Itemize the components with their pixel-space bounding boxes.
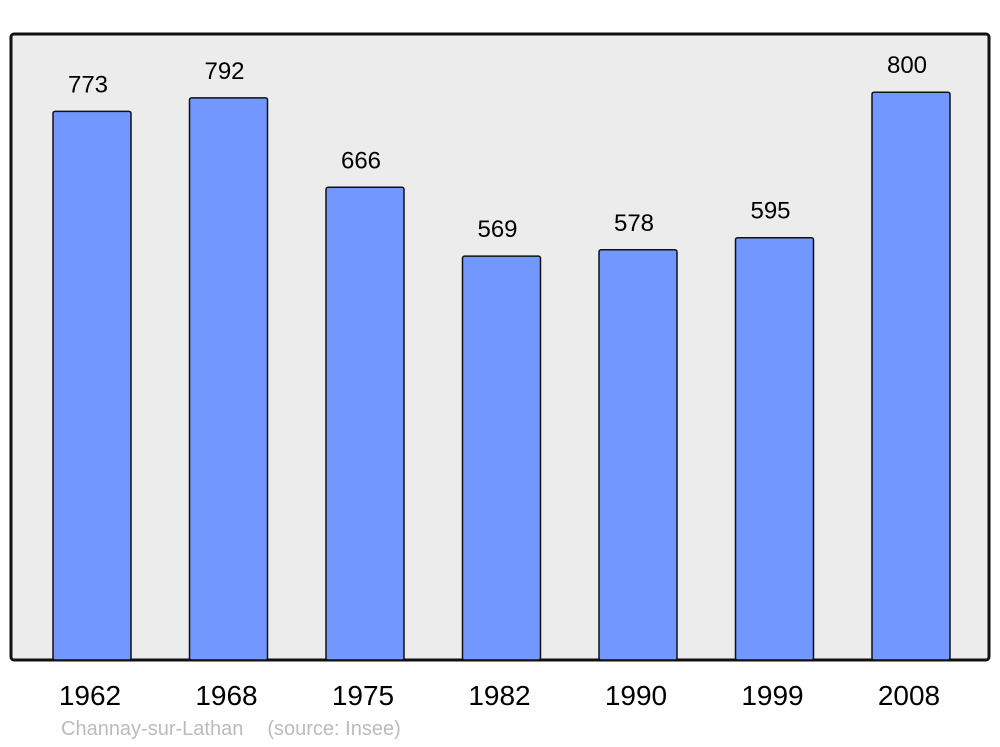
x-tick-label-1962: 1962 (59, 680, 121, 711)
data-label-1962: 773 (68, 71, 108, 98)
caption-place: Channay-sur-Lathan (61, 718, 244, 740)
caption-source: (source: Insee) (267, 718, 401, 740)
bar-2008 (871, 91, 951, 661)
x-tick-label-2008: 2008 (878, 680, 940, 711)
x-tick-label-1968: 1968 (195, 680, 257, 711)
data-label-1990: 578 (614, 210, 654, 237)
data-label-1982: 569 (477, 216, 517, 243)
x-tick-label-1990: 1990 (605, 680, 667, 711)
x-tick-label-1999: 1999 (741, 680, 803, 711)
bar-1982 (461, 255, 542, 661)
bar-1962 (52, 110, 132, 661)
bar-1975 (325, 186, 405, 661)
data-label-1999: 595 (750, 198, 790, 225)
bar-1990 (598, 249, 678, 661)
data-label-1975: 666 (341, 147, 381, 174)
data-label-1968: 792 (204, 58, 244, 85)
caption: Channay-sur-Lathan (source: Insee) (61, 718, 425, 741)
bar-1999 (734, 236, 815, 661)
bar-1968 (188, 97, 269, 661)
x-tick-label-1982: 1982 (468, 680, 530, 711)
x-tick-label-1975: 1975 (332, 680, 394, 711)
data-label-2008: 800 (887, 52, 927, 79)
